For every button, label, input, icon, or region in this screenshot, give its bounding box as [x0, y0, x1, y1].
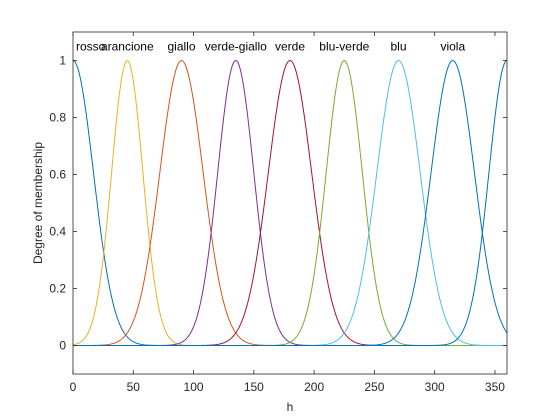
plot-area [73, 32, 507, 374]
x-axis-label: h [287, 400, 294, 414]
series-label-rosso: rosso [76, 40, 106, 54]
y-tick-label: 0 [59, 339, 66, 353]
series-curves [72, 59, 508, 346]
x-tick-label: 300 [425, 380, 445, 394]
series-label-giallo: giallo [167, 40, 195, 54]
x-tick-label: 0 [70, 380, 77, 394]
series-label-blu: blu [390, 40, 406, 54]
y-tick-label: 0.4 [49, 225, 66, 239]
y-tick-label: 0.6 [49, 168, 66, 182]
axes-box [72, 31, 508, 375]
series-label-verde: verde [275, 40, 305, 54]
x-tick-label: 150 [244, 380, 264, 394]
series-label-arancione: arancione [101, 40, 154, 54]
series-label-verde-giallo: verde-giallo [205, 40, 267, 54]
x-tick-label: 50 [127, 380, 141, 394]
x-tick-label: 100 [184, 380, 204, 394]
y-tick-label: 0.2 [49, 282, 66, 296]
y-axis-ticks: 0 0.2 0.4 0.6 0.8 1 [49, 54, 507, 353]
y-tick-label: 1 [59, 54, 66, 68]
series-line-series-8 [73, 60, 508, 346]
x-tick-label: 350 [485, 380, 505, 394]
series-label-viola: viola [440, 40, 465, 54]
y-axis-label: Degree of membership [31, 142, 45, 264]
x-axis-ticks: 0 50 100 150 200 250 300 350 [70, 32, 505, 394]
series-label-blu-verde: blu-verde [319, 40, 369, 54]
x-tick-label: 250 [364, 380, 384, 394]
y-tick-label: 0.8 [49, 111, 66, 125]
x-tick-label: 200 [304, 380, 324, 394]
